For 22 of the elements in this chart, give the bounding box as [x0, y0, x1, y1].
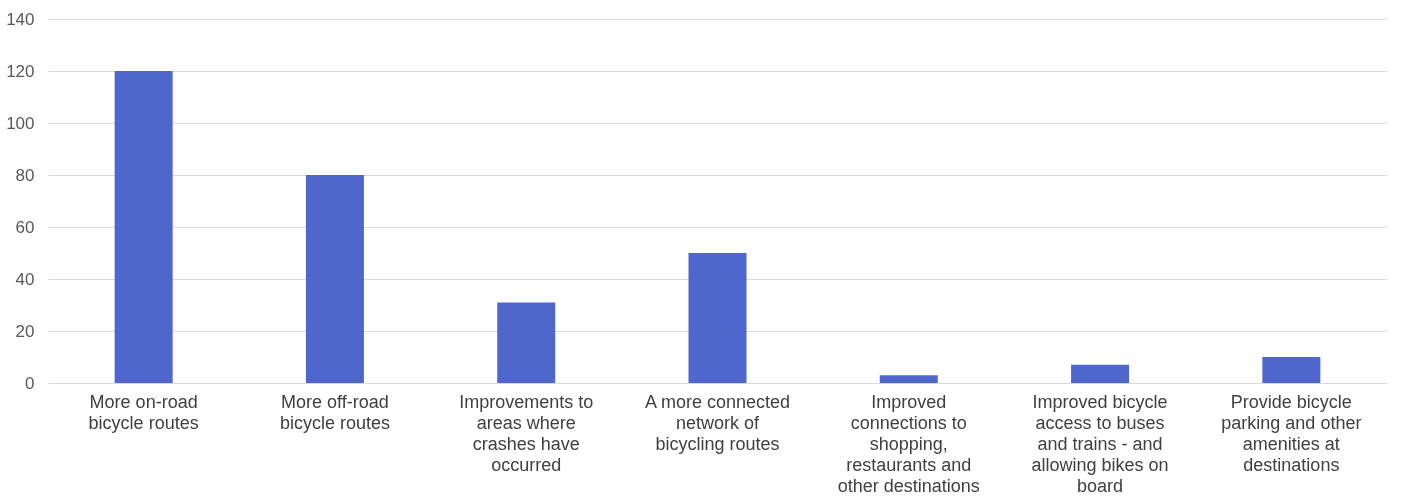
y-tick-label: 20	[15, 321, 35, 341]
y-tick-label: 140	[6, 9, 35, 29]
bar	[114, 71, 173, 383]
bar	[688, 253, 747, 383]
x-tick-label: More on-road bicycle routes	[88, 391, 199, 433]
x-tick-label: More off-road bicycle routes	[279, 391, 390, 433]
x-tick-label: A more connected network of bicycling routes	[644, 391, 791, 454]
x-tick-label: Provide bicycle parking and other amenities at destinations	[1221, 391, 1362, 475]
y-tick-label: 80	[15, 165, 35, 185]
bar	[1262, 357, 1321, 383]
bar	[497, 302, 556, 383]
y-tick-label: 60	[15, 217, 35, 237]
x-tick-label: Improved bicycle access to buses and trains - and allowing bikes on board	[1031, 391, 1169, 496]
y-tick-label: 100	[6, 113, 35, 133]
x-tick-label: Improvements to areas where crashes have occurred	[459, 391, 594, 475]
y-tick-label: 40	[15, 269, 35, 289]
bar	[879, 375, 938, 383]
y-tick-label: 0	[25, 373, 35, 393]
bar	[1071, 364, 1130, 383]
y-tick-label: 120	[6, 61, 35, 81]
bar	[305, 175, 364, 383]
x-tick-label: Improved connections to shopping, restaurants and other destinations	[837, 391, 980, 496]
